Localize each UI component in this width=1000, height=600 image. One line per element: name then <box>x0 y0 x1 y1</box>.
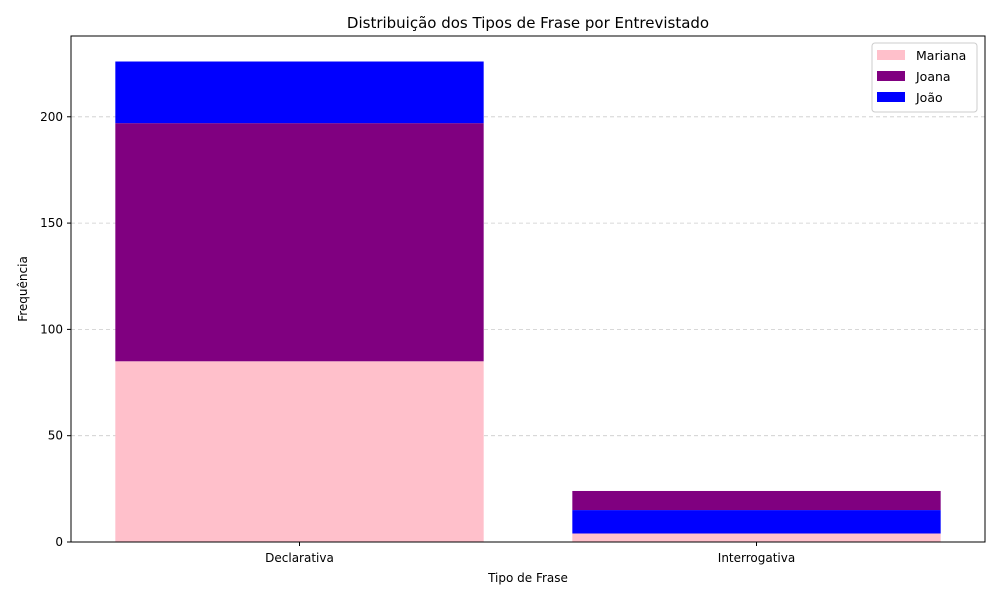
legend-label-mariana: Mariana <box>916 48 966 63</box>
x-axis-ticks: Declarativa Interrogativa <box>265 542 795 565</box>
legend-label-joão: João <box>915 90 943 105</box>
legend: Mariana Joana João <box>871 42 978 113</box>
chart-title: Distribuição dos Tipos de Frase por Entr… <box>347 14 709 32</box>
bar-mariana-interrogativa <box>572 533 941 542</box>
bar-joão-declarativa <box>115 61 484 124</box>
y-axis-ticks: 0 50 100 150 200 <box>40 110 71 549</box>
x-tick-label: Interrogativa <box>718 551 795 565</box>
y-tick-label: 0 <box>55 535 63 549</box>
legend-label-joana: Joana <box>915 69 951 84</box>
y-tick-label: 50 <box>48 429 63 443</box>
gridlines <box>71 116 985 437</box>
x-axis-label: Tipo de Frase <box>487 571 568 585</box>
bar-joana-declarativa <box>115 123 484 362</box>
y-axis-label: Frequência <box>16 256 30 322</box>
y-tick-label: 200 <box>40 110 63 124</box>
x-tick-label: Declarativa <box>265 551 334 565</box>
bar-joana-interrogativa <box>572 490 941 511</box>
legend-swatch-joão <box>877 92 905 102</box>
bars <box>115 61 941 542</box>
legend-swatch-mariana <box>877 50 905 60</box>
bar-joão-interrogativa <box>572 510 941 534</box>
y-tick-label: 150 <box>40 216 63 230</box>
plot-frame <box>70 35 986 543</box>
bar-mariana-declarativa <box>115 361 484 542</box>
legend-swatch-joana <box>877 71 905 81</box>
y-tick-label: 100 <box>40 322 63 336</box>
